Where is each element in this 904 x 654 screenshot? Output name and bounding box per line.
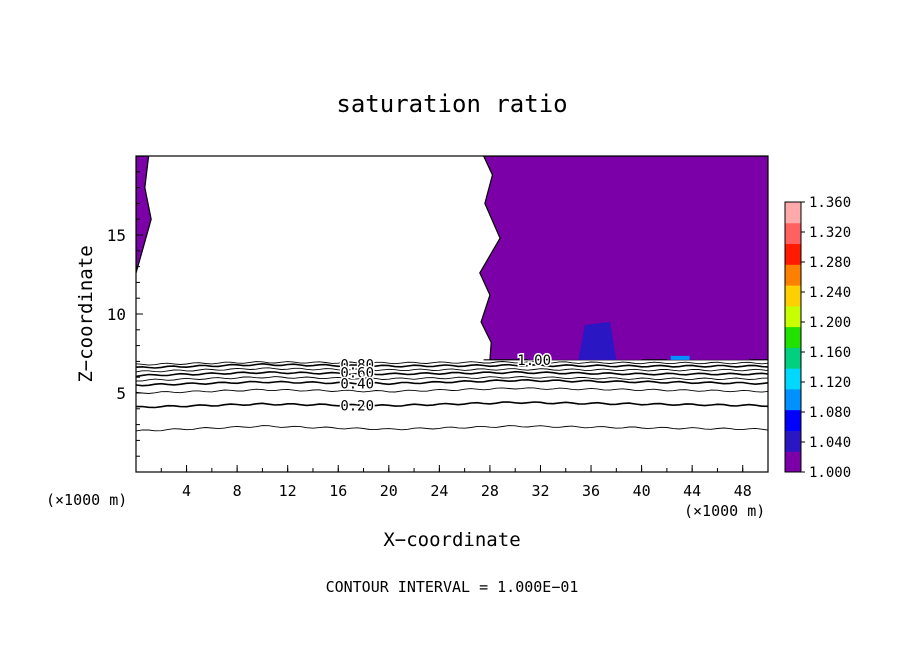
plot-area: 0.800.600.400.201.00 4 8 12 16 20 24 28 32 36 40 4… [107,155,769,500]
y-axis-label: Z−coordinate [75,245,97,382]
fill-region-core-3 [666,235,750,360]
x-tick-label: 48 [734,482,752,500]
x-tick-label: 44 [683,482,701,500]
x-axis: 4 8 12 16 20 24 28 32 36 40 44 48 [160,465,752,500]
colorbar-segment [785,388,801,411]
contour-label: 0.80 [340,358,374,374]
colorbar-segment [785,430,801,452]
x-tick-label: 40 [633,482,651,500]
colorbar-segment [785,202,801,224]
x-tick-label: 32 [531,482,549,500]
colorbar-segment [785,243,801,265]
colorbar-label: 1.200 [809,315,851,331]
contour-interval-note: CONTOUR INTERVAL = 1.000E−01 [326,578,579,596]
colorbar-label: 1.040 [809,435,851,451]
fill-region-core-2 [578,321,617,360]
colorbar-label: 1.000 [809,465,851,481]
colorbar-frame [784,201,802,473]
colorbar-label: 1.280 [809,255,851,271]
x-tick-label: 16 [329,482,347,500]
x-tick-label: 8 [233,482,242,500]
contour-labels: 0.800.600.40 0.20 1.00 [339,351,553,416]
colorbar-segment [785,222,801,245]
contour-line [136,367,768,373]
y-axis: 5 10 15 [107,171,143,457]
colorbar-label: 1.080 [809,405,851,421]
contour-line [136,376,768,382]
colorbar-label: 1.160 [809,345,851,361]
colorbar-segment [785,451,801,473]
fill-region-core-1 [527,266,648,360]
x-unit-left: (×1000 m) [46,491,127,509]
colorbar-segment [785,285,801,307]
fill-region-left-edge [136,156,152,274]
x-axis-label: X−coordinate [383,529,520,551]
x-tick-label: 24 [430,482,448,500]
y-tick-label: 10 [107,305,126,324]
colorbar-segment [785,326,801,348]
colorbar-segment [785,264,801,286]
contour-line [136,362,768,369]
contour-label: 0.60 [340,365,374,381]
colorbar-label: 1.320 [809,225,851,241]
y-tick-label: 15 [107,226,126,245]
x-tick-label: 36 [582,482,600,500]
colorbar-segment [785,305,801,328]
fill-region-cyan-spot [670,355,690,360]
contour-line [136,401,768,409]
saturation-fill-regions [136,156,768,361]
colorbar-segment [785,368,801,390]
colorbar-label: 1.120 [809,375,851,391]
chart-title: saturation ratio [336,90,567,118]
contour-line [136,425,768,432]
x-tick-label: 12 [279,482,297,500]
colorbar-segment [785,347,801,369]
contour-line [136,370,768,378]
contour-lines [136,361,768,432]
colorbar-segment [785,409,801,431]
contour-line [136,378,768,387]
x-tick-label: 4 [182,482,191,500]
x-tick-label: 20 [380,482,398,500]
contour-line [136,361,768,366]
contour-label: 0.20 [340,399,374,415]
x-tick-label: 28 [481,482,499,500]
contour-label: 1.00 [517,353,551,369]
contour-label: 0.40 [340,377,374,393]
y-tick-label: 5 [116,384,126,403]
colorbar: 1.360 1.320 1.280 1.240 1.200 1.160 1.120 1.080… [784,195,851,481]
contour-line [136,387,768,394]
colorbar-label: 1.240 [809,285,851,301]
x-unit-right: (×1000 m) [684,502,765,520]
colorbar-label: 1.360 [809,195,851,211]
